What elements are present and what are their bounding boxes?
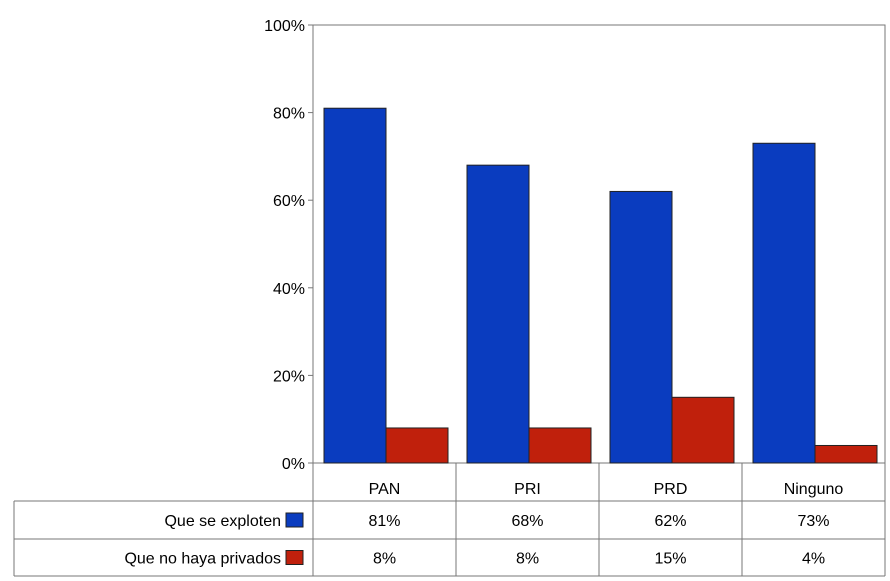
category-label: PRI	[514, 481, 541, 498]
bar-prd-series-2	[671, 396, 735, 464]
data-label: 73%	[797, 513, 829, 530]
category-label: Ninguno	[784, 481, 844, 498]
data-table: PAN PRI PRD Ninguno Que se exploten 81% 68% 62%…	[13, 463, 886, 577]
data-label: 8%	[373, 551, 396, 568]
data-label: 8%	[516, 551, 539, 568]
bar-pri-series-1	[466, 164, 530, 464]
bar-ninguno-series-2	[814, 444, 878, 464]
data-label: 4%	[802, 551, 825, 568]
y-tick-label: 80%	[273, 106, 305, 123]
bar-pan-series-1	[323, 107, 387, 464]
category-label: PRD	[654, 481, 688, 498]
y-axis: 0% 20% 40% 60% 80% 100%	[264, 18, 313, 473]
y-tick-label: 100%	[264, 18, 305, 35]
y-tick-label: 40%	[273, 281, 305, 298]
data-label: 81%	[368, 513, 400, 530]
data-label: 15%	[654, 551, 686, 568]
legend-swatch	[285, 512, 304, 528]
y-tick-label: 20%	[273, 368, 305, 385]
category-label: PAN	[369, 481, 401, 498]
bar-pan-series-2	[385, 427, 449, 464]
bar-prd-series-1	[609, 190, 673, 464]
data-label: 62%	[654, 513, 686, 530]
legend-label: Que no haya privados	[124, 551, 281, 568]
y-tick-label: 60%	[273, 193, 305, 210]
legend-label: Que se exploten	[164, 513, 281, 530]
data-label: 68%	[511, 513, 543, 530]
bars	[323, 107, 878, 464]
bar-ninguno-series-1	[752, 142, 816, 464]
bar-pri-series-2	[528, 427, 592, 464]
legend-swatch	[285, 550, 304, 565]
y-tick-label: 0%	[282, 456, 305, 473]
